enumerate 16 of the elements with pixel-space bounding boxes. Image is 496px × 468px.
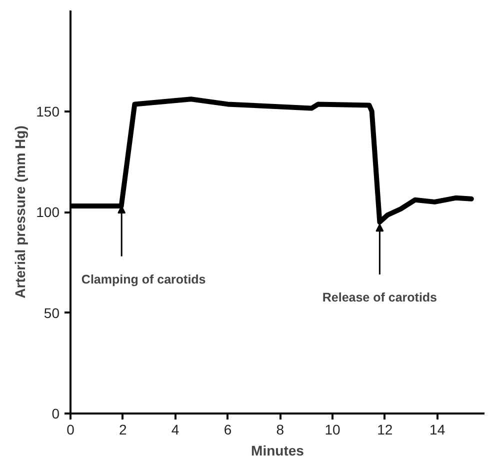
x-tick-label: 2 xyxy=(119,422,128,438)
x-axis-title: Minutes xyxy=(251,442,304,458)
y-tick-label: 50 xyxy=(44,304,60,321)
x-tick-label: 8 xyxy=(276,422,284,438)
x-tick-label: 10 xyxy=(324,422,341,438)
annotation: Clamping of carotids xyxy=(81,272,206,286)
x-tick-label: 12 xyxy=(377,422,393,438)
y-tick-label: 100 xyxy=(36,204,60,220)
x-tick-label: 6 xyxy=(224,422,232,438)
y-axis-title: Arterial pressure (mm Hg) xyxy=(12,126,28,298)
y-tick-label: 150 xyxy=(36,103,60,120)
x-tick-label: 4 xyxy=(171,422,180,438)
x-tick-label: 0 xyxy=(66,422,75,438)
annotation: Release of carotids xyxy=(322,290,438,305)
y-tick-label: 0 xyxy=(52,406,60,422)
x-tick-label: 14 xyxy=(430,422,446,438)
